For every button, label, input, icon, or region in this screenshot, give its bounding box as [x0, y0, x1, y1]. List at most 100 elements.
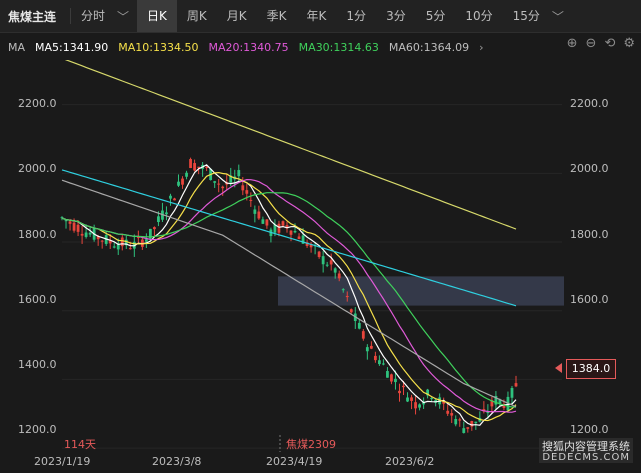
candle-body: [136, 237, 140, 239]
period-count: 114天: [64, 438, 96, 451]
candle-body: [430, 398, 434, 400]
candle-body: [317, 251, 321, 257]
ma-label[interactable]: MA: [8, 40, 26, 54]
y-tick-right: 1600.0: [570, 293, 609, 306]
tab-weekly-k[interactable]: 周K: [186, 9, 207, 23]
candle-body: [293, 231, 297, 233]
candle-body: [297, 236, 301, 239]
candle-body: [341, 289, 345, 291]
candle-body: [165, 212, 168, 215]
gear-icon[interactable]: ⚙: [623, 36, 635, 51]
candle-body: [84, 232, 88, 237]
tab-yearly-k[interactable]: 年K: [306, 9, 327, 23]
chevron-down-icon[interactable]: ﹀: [117, 9, 130, 24]
zoom-out-icon[interactable]: ⊖: [585, 36, 597, 51]
candle-body: [502, 403, 506, 408]
candle-body: [365, 347, 369, 352]
candle-body: [261, 219, 265, 224]
candle-body: [128, 248, 132, 250]
reset-icon[interactable]: ⟲: [604, 36, 616, 51]
candle-body: [357, 322, 361, 329]
candle-body: [450, 413, 454, 416]
zoom-in-icon[interactable]: ⊕: [566, 36, 578, 51]
candle-body: [64, 220, 68, 222]
candle-body: [237, 170, 241, 177]
candle-body: [177, 181, 180, 186]
candle-body: [80, 233, 84, 236]
candle-body: [426, 389, 430, 396]
contract-switch-label: 焦煤2309: [286, 438, 336, 451]
candle-body: [482, 409, 486, 412]
chevron-down-icon[interactable]: ﹀: [551, 9, 564, 24]
tab-5min[interactable]: 5分: [425, 9, 446, 23]
ma30-value: MA30:1314.63: [298, 40, 379, 54]
candle-body: [398, 390, 401, 394]
tab-daily-k[interactable]: 日K: [137, 0, 177, 32]
candle-body: [96, 236, 100, 240]
candle-body: [213, 181, 217, 183]
candle-body: [124, 239, 128, 246]
ma60-line: [61, 179, 517, 408]
candle-body: [446, 410, 450, 414]
candle-body: [157, 216, 160, 223]
tab-15min[interactable]: 15分: [512, 9, 540, 23]
candle-body: [486, 411, 490, 414]
tab-monthly-k[interactable]: 月K: [226, 9, 247, 23]
x-tick: 2023/1/19: [34, 455, 91, 468]
ma5-value: MA5:1341.90: [35, 40, 109, 54]
candle-body: [458, 419, 462, 421]
ma60-value: MA60:1364.09: [388, 40, 470, 54]
candle-body: [100, 240, 104, 242]
candle-body: [386, 371, 389, 378]
candle-body: [144, 239, 148, 242]
watermark-domain: DEDECMS.COM: [539, 452, 633, 463]
candle-body: [462, 428, 466, 433]
ma30-line: [61, 192, 516, 408]
candle-body: [301, 235, 305, 244]
y-tick-left: 1600.0: [18, 293, 57, 306]
candle-body: [377, 360, 381, 365]
candle-body: [289, 230, 293, 235]
candle-body: [390, 374, 393, 382]
candle-body: [253, 209, 257, 214]
candle-body: [112, 246, 116, 248]
ma120-line: [61, 169, 517, 307]
watermark-text: 搜狐内容管理系统: [539, 438, 633, 454]
tab-intraday[interactable]: 分时: [81, 9, 106, 23]
chevron-right-icon[interactable]: ›: [479, 40, 484, 54]
candle-body: [205, 166, 209, 169]
candle-body: [514, 383, 518, 387]
candle-body: [108, 240, 112, 244]
candle-body: [148, 228, 152, 239]
y-tick-right: 2200.0: [570, 97, 609, 110]
candle-body: [185, 172, 188, 177]
ma10-value: MA10:1334.50: [118, 40, 199, 54]
kline-chart[interactable]: [0, 60, 641, 455]
tab-10min[interactable]: 10分: [465, 9, 493, 23]
toolbar: 焦煤主连 分时 ﹀ 日K 周K 月K 季K 年K 1分 3分 5分 10分 15…: [0, 0, 641, 33]
y-tick-right: 2000.0: [570, 162, 609, 175]
candle-body: [382, 363, 385, 365]
candle-body: [257, 211, 261, 219]
candle-body: [454, 418, 458, 425]
y-tick-left: 1400.0: [18, 358, 57, 371]
y-tick-left: 1200.0: [18, 423, 57, 436]
candle-body: [193, 163, 196, 171]
candle-body: [406, 397, 409, 402]
x-tick: 2023/4/19: [266, 455, 323, 468]
candle-body: [116, 244, 120, 250]
candle-body: [402, 385, 405, 388]
candle-body: [181, 178, 184, 185]
tab-3min[interactable]: 3分: [386, 9, 406, 23]
candle-body: [153, 227, 156, 230]
candle-body: [349, 309, 353, 313]
y-tick-left: 2200.0: [18, 97, 57, 110]
y-tick-right: 1800.0: [570, 228, 609, 241]
tab-quarterly-k[interactable]: 季K: [266, 9, 287, 23]
candle-body: [229, 175, 233, 183]
tab-1min[interactable]: 1分: [346, 9, 367, 23]
candle-body: [442, 400, 446, 404]
candle-body: [245, 190, 249, 194]
candle-body: [305, 242, 309, 246]
candle-body: [333, 268, 337, 273]
